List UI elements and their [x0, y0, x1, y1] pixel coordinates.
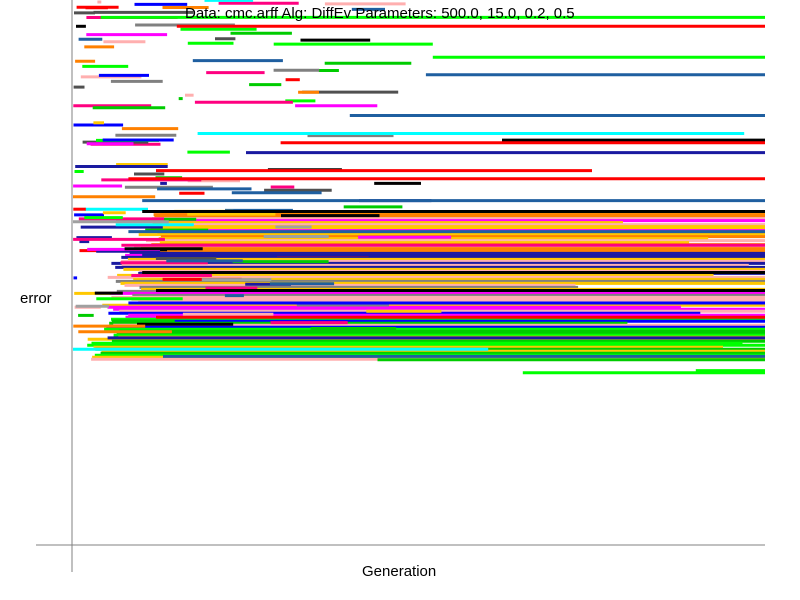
series-layer	[73, 0, 765, 375]
x-axis-label: Generation	[362, 563, 437, 580]
chart-title: Data: cmc.arff Alg: DiffEv Parameters: 5…	[185, 5, 575, 22]
y-axis-label: error	[20, 290, 52, 307]
